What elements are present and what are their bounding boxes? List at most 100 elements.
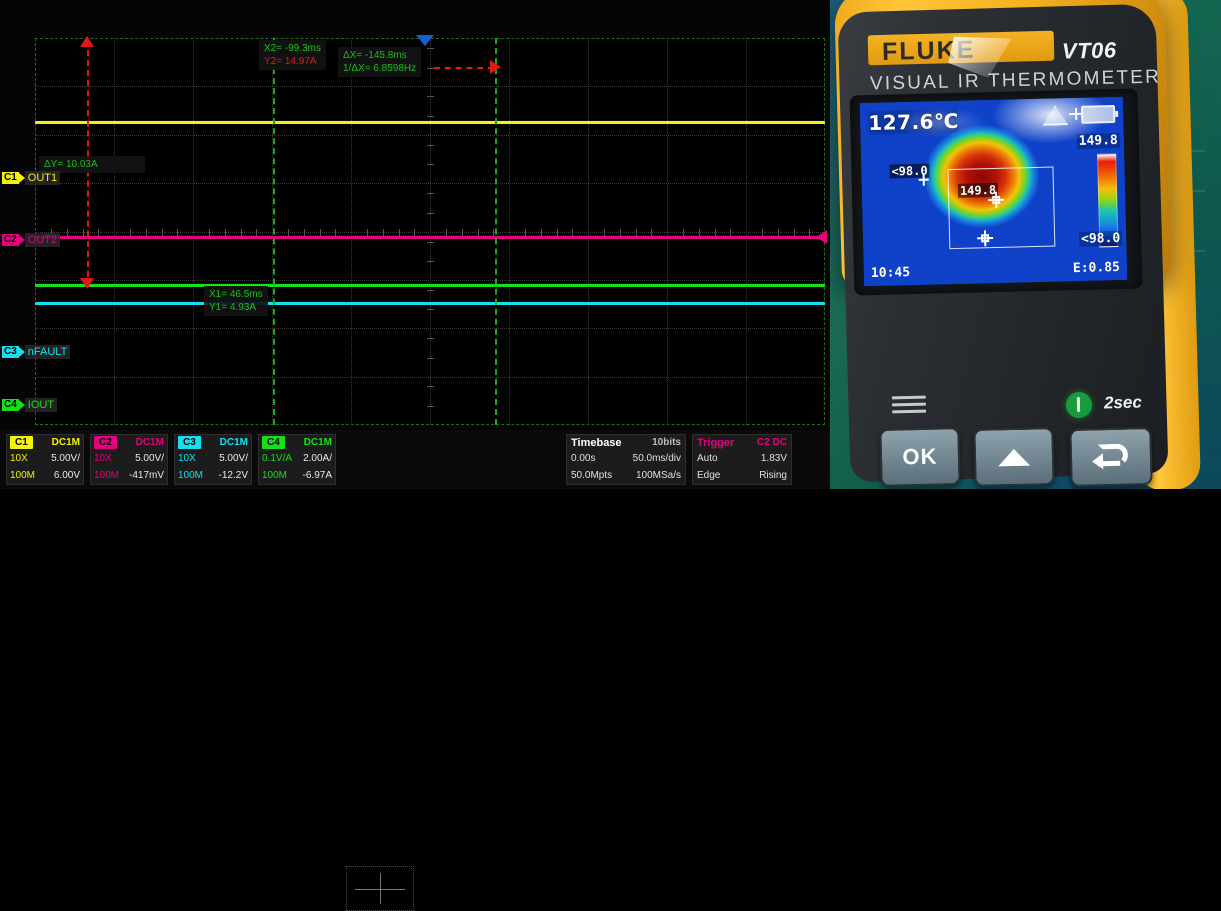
cursor-y2-arrow-up[interactable]: [80, 36, 94, 47]
menu-hamburger-icon[interactable]: [891, 395, 927, 417]
emissivity-readout: Ε:0.85: [1072, 259, 1121, 277]
model-name: VT06: [1061, 37, 1117, 64]
trace-c2-out2: [35, 236, 825, 239]
channel-marker-c3[interactable]: C3 nFAULT: [2, 345, 71, 359]
c2-offset: -417mV: [128, 470, 164, 481]
grid-vline: [667, 38, 668, 425]
c4-badge: C4: [2, 399, 19, 411]
trigger-mode: Auto: [697, 453, 718, 464]
trigger-level-marker-c2[interactable]: [816, 230, 827, 244]
grid-hline: [35, 135, 825, 136]
grid-hline: [35, 328, 825, 329]
fluke-thermal-camera-photo: FLUKE VT06 VISUAL IR THERMOMETER 127.6℃ …: [830, 0, 1221, 489]
trigger-type: Edge: [697, 470, 721, 481]
c1-badge: C1: [2, 172, 19, 184]
c2-panel-tag: C2: [94, 436, 117, 449]
screenshot-root: X2= -99.3ms Y2= 14.97A ΔX= -145.8ms 1/ΔX…: [0, 0, 1221, 489]
cursor-x1-value: X1= 46.5ms: [209, 289, 263, 300]
c1-bandwidth: 100M: [10, 470, 36, 481]
c1-probe: 10X: [10, 453, 28, 464]
c1-offset: 6.00V: [53, 470, 80, 481]
grid-vline: [272, 38, 273, 425]
channel-panel-c1[interactable]: C1 DC1M 10X 5.00V/ 100M 6.00V: [6, 434, 84, 485]
channel-marker-c4[interactable]: C4 IOUT: [2, 398, 58, 412]
channel-marker-c1[interactable]: C1 OUT1: [2, 171, 61, 185]
channel-panel-c2[interactable]: C2 DC1M 10X 5.00V/ 100M -417mV: [90, 434, 168, 485]
c3-bandwidth: 100M: [178, 470, 204, 481]
c3-probe: 10X: [178, 453, 196, 464]
ok-button[interactable]: OK: [879, 427, 961, 487]
timebase-panel[interactable]: Timebase 10bits 0.00s 50.0ms/div 50.0Mpt…: [566, 434, 686, 485]
cursor-delta-x-line[interactable]: [434, 67, 494, 69]
cursor-y1-arrow-down[interactable]: [80, 278, 94, 289]
c1-panel-tag: C1: [10, 436, 33, 449]
thermal-display[interactable]: 127.6℃ 149.8 <98.0 <98.0 149.8 10:45 Ε:0…: [859, 96, 1128, 287]
c1-vertical-scale: 5.00V/: [51, 453, 80, 464]
cursor-x2-value: X2= -99.3ms: [264, 43, 321, 54]
timebase-memory-depth: 50.0Mpts: [571, 470, 613, 481]
trigger-source: C2 DC: [756, 437, 787, 448]
c3-vertical-scale: 5.00V/: [219, 453, 248, 464]
channel-panel-c4[interactable]: C4 DC1M 0.1V/A 2.00A/ 100M -6.97A: [258, 434, 336, 485]
power-hold-hint: 2sec: [1103, 392, 1143, 413]
c4-name-label: IOUT: [24, 398, 58, 412]
cursor-x1y1-readout: X1= 46.5ms Y1= 4.93A: [204, 286, 268, 316]
grid-vline: [746, 38, 747, 425]
timebase-sample-rate: 100MSa/s: [635, 470, 681, 481]
grid-vline: [588, 38, 589, 425]
c3-ground-pointer-icon: [18, 347, 25, 357]
channel-marker-c2[interactable]: C2 OUT2: [2, 233, 61, 247]
grid-hline: [35, 280, 825, 281]
c2-probe: 10X: [94, 453, 112, 464]
channel-panel-c3[interactable]: C3 DC1M 10X 5.00V/ 100M -12.2V: [174, 434, 252, 485]
center-tick-row: [35, 229, 825, 236]
waveform-grid[interactable]: X2= -99.3ms Y2= 14.97A ΔX= -145.8ms 1/ΔX…: [35, 35, 827, 425]
c3-coupling: DC1M: [219, 437, 248, 448]
grid-hline: [35, 86, 825, 87]
trigger-slope: Rising: [759, 470, 787, 481]
grid-vline: [509, 38, 510, 425]
oscilloscope-screenshot: X2= -99.3ms Y2= 14.97A ΔX= -145.8ms 1/ΔX…: [0, 0, 830, 911]
timebase-delay: 0.00s: [571, 453, 596, 464]
c2-vertical-scale: 5.00V/: [135, 453, 164, 464]
c4-probe: 0.1V/A: [262, 453, 293, 464]
cursor-inv-dx-value: 1/ΔX= 6.8598Hz: [343, 63, 417, 74]
grid-hline: [35, 183, 825, 184]
screen-glare-secondary: [895, 106, 987, 139]
c3-panel-tag: C3: [178, 436, 201, 449]
trace-c1-out1: [35, 121, 825, 124]
trigger-title: Trigger: [697, 436, 735, 449]
center-crosshair-icon: [977, 230, 993, 246]
cursor-x1-line[interactable]: [495, 38, 497, 425]
trigger-panel[interactable]: Trigger C2 DC Auto 1.83V Edge Rising: [692, 434, 792, 485]
cursor-dx-value: ΔX= -145.8ms: [343, 50, 407, 61]
c4-offset: -6.97A: [302, 470, 332, 481]
trigger-position-marker[interactable]: [416, 35, 434, 46]
c2-coupling: DC1M: [135, 437, 164, 448]
c4-coupling: DC1M: [303, 437, 332, 448]
c4-bandwidth: 100M: [262, 470, 288, 481]
up-button[interactable]: [973, 427, 1055, 487]
cursor-y1-value: Y1= 4.93A: [209, 302, 256, 313]
trace-c4-iout: [35, 284, 825, 287]
center-tick-column: [427, 38, 434, 425]
hot-spot-crosshair-icon: [988, 192, 1004, 208]
c4-vertical-scale: 2.00A/: [303, 453, 332, 464]
grid-hline: [35, 377, 825, 378]
cursor-delta-readout: ΔX= -145.8ms 1/ΔX= 6.8598Hz: [338, 47, 422, 77]
back-button[interactable]: [1069, 427, 1153, 487]
cold-spot-marker-icon: [919, 174, 929, 186]
ok-button-label: OK: [902, 443, 938, 470]
c1-coupling: DC1M: [51, 437, 80, 448]
c3-offset: -12.2V: [218, 470, 248, 481]
c3-badge: C3: [2, 346, 19, 358]
cursor-x-arrow-right[interactable]: [490, 60, 501, 74]
grid-hline: [35, 232, 825, 233]
waveform-thumbnail-preview[interactable]: [346, 866, 414, 911]
cursor-x2-line[interactable]: [273, 38, 275, 425]
c3-name-label: nFAULT: [24, 345, 71, 359]
c1-name-label: OUT1: [24, 171, 61, 185]
trigger-level: 1.83V: [760, 453, 787, 464]
back-arrow-icon: [1091, 443, 1131, 471]
timebase-title: Timebase: [571, 436, 622, 449]
